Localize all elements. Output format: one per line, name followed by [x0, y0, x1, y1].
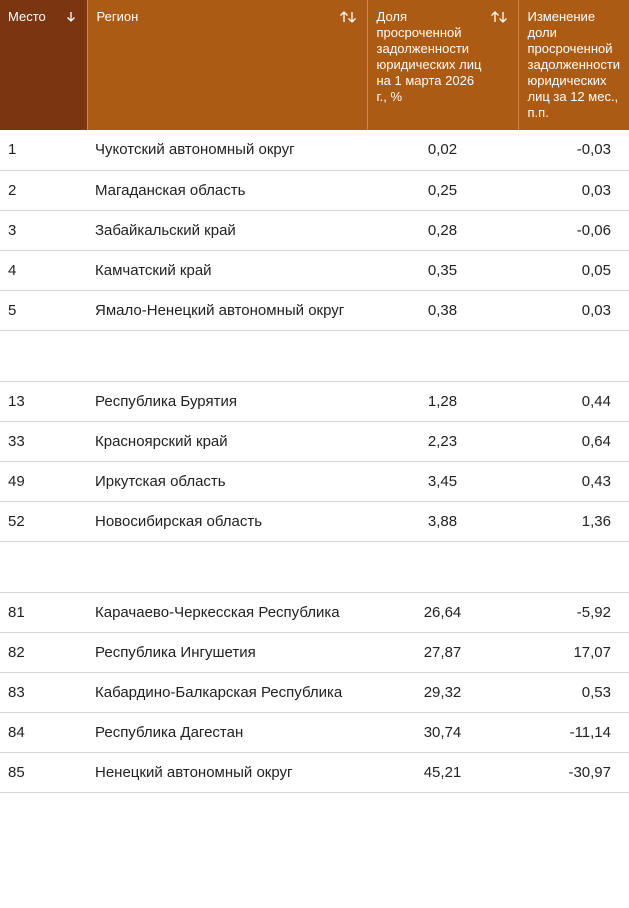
group-gap [0, 330, 629, 382]
table-row: 4 Камчатский край 0,35 0,05 [0, 250, 629, 291]
rank-cell: 49 [0, 461, 87, 502]
change-cell: 17,07 [518, 632, 629, 673]
table-row: 33 Красноярский край 2,23 0,64 [0, 421, 629, 462]
rank-cell: 82 [0, 632, 87, 673]
share-cell: 0,38 [367, 290, 518, 331]
region-cell: Забайкальский край [87, 210, 367, 251]
header-label: Место [8, 9, 46, 24]
share-cell: 27,87 [367, 632, 518, 673]
table-row: 83 Кабардино-Балкарская Республика 29,32 0,… [0, 672, 629, 713]
share-cell: 0,28 [367, 210, 518, 251]
change-cell: -0,03 [518, 130, 629, 171]
column-header[interactable]: Доля просроченной задолженности юридичес… [367, 0, 519, 130]
rank-cell: 13 [0, 381, 87, 422]
header-label: Изменение доли просроченной задолженност… [527, 9, 621, 120]
region-cell: Ненецкий автономный округ [87, 752, 367, 793]
sort-icon [339, 11, 356, 23]
region-cell: Красноярский край [87, 421, 367, 462]
rank-cell: 81 [0, 592, 87, 633]
table-row: 2 Магаданская область 0,25 0,03 [0, 170, 629, 211]
table-row: 81 Карачаево-Черкесская Республика 26,64 -5… [0, 592, 629, 633]
share-cell: 1,28 [367, 381, 518, 422]
share-cell: 30,74 [367, 712, 518, 753]
rank-cell: 1 [0, 130, 87, 171]
table-row: 49 Иркутская область 3,45 0,43 [0, 461, 629, 502]
share-cell: 3,45 [367, 461, 518, 502]
rank-cell: 4 [0, 250, 87, 291]
rating-table: Место Регион Доля просроченной задолженн… [0, 0, 629, 793]
share-cell: 0,25 [367, 170, 518, 211]
share-cell: 26,64 [367, 592, 518, 633]
table-row: 82 Республика Ингушетия 27,87 17,07 [0, 632, 629, 673]
change-cell: -0,06 [518, 210, 629, 251]
change-cell: 0,03 [518, 170, 629, 211]
share-cell: 29,32 [367, 672, 518, 713]
gap-cell [0, 330, 629, 382]
region-cell: Новосибирская область [87, 501, 367, 542]
change-cell: 0,03 [518, 290, 629, 331]
rank-cell: 2 [0, 170, 87, 211]
rank-cell: 3 [0, 210, 87, 251]
region-cell: Иркутская область [87, 461, 367, 502]
region-cell: Чукотский автономный округ [87, 130, 367, 171]
group-gap [0, 541, 629, 593]
rank-cell: 5 [0, 290, 87, 331]
table-row: 52 Новосибирская область 3,88 1,36 [0, 501, 629, 542]
column-header[interactable]: Место [0, 0, 88, 130]
change-cell: 0,44 [518, 381, 629, 422]
change-cell: 0,05 [518, 250, 629, 291]
region-cell: Республика Бурятия [87, 381, 367, 422]
share-cell: 0,02 [367, 130, 518, 171]
header-label: Доля просроченной задолженности юридичес… [376, 9, 482, 104]
rank-cell: 84 [0, 712, 87, 753]
change-cell: 0,53 [518, 672, 629, 713]
share-cell: 2,23 [367, 421, 518, 462]
table-row: 3 Забайкальский край 0,28 -0,06 [0, 210, 629, 251]
table-row: 84 Республика Дагестан 30,74 -11,14 [0, 712, 629, 753]
table-row: 13 Республика Бурятия 1,28 0,44 [0, 381, 629, 422]
gap-cell [0, 541, 629, 593]
column-header[interactable]: Регион [87, 0, 368, 130]
share-cell: 0,35 [367, 250, 518, 291]
change-cell: -11,14 [518, 712, 629, 753]
change-cell: 1,36 [518, 501, 629, 542]
region-cell: Карачаево-Черкесская Республика [87, 592, 367, 633]
header-row: Место Регион Доля просроченной задолженн… [0, 0, 629, 130]
share-cell: 45,21 [367, 752, 518, 793]
table-body: 1 Чукотский автономный округ 0,02 -0,03 2 Маг… [0, 130, 629, 793]
rank-cell: 85 [0, 752, 87, 793]
rank-cell: 33 [0, 421, 87, 462]
region-cell: Республика Ингушетия [87, 632, 367, 673]
change-cell: -5,92 [518, 592, 629, 633]
change-cell: 0,64 [518, 421, 629, 462]
table-row: 85 Ненецкий автономный округ 45,21 -30,97 [0, 752, 629, 793]
rank-cell: 83 [0, 672, 87, 713]
region-cell: Ямало-Ненецкий автономный округ [87, 290, 367, 331]
region-cell: Кабардино-Балкарская Республика [87, 672, 367, 713]
region-cell: Магаданская область [87, 170, 367, 211]
sort-icon [490, 11, 507, 23]
region-cell: Республика Дагестан [87, 712, 367, 753]
change-cell: 0,43 [518, 461, 629, 502]
table-row: 5 Ямало-Ненецкий автономный округ 0,38 0,03 [0, 290, 629, 331]
header-label: Регион [96, 9, 139, 24]
share-cell: 3,88 [367, 501, 518, 542]
change-cell: -30,97 [518, 752, 629, 793]
column-header[interactable]: Изменение доли просроченной задолженност… [518, 0, 629, 130]
sort-desc-icon [66, 12, 75, 22]
region-cell: Камчатский край [87, 250, 367, 291]
rank-cell: 52 [0, 501, 87, 542]
table-row: 1 Чукотский автономный округ 0,02 -0,03 [0, 130, 629, 171]
